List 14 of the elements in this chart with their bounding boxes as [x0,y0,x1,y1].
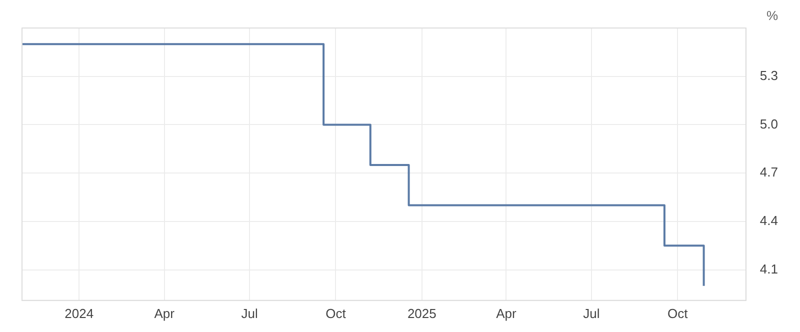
x-tick-label: Oct [667,306,688,321]
x-tick-label: Jul [241,306,258,321]
x-tick-label: Oct [326,306,346,321]
x-tick-label: Jul [583,306,600,321]
x-tick-label: Apr [496,306,517,321]
x-tick-label: 2025 [407,306,436,321]
y-tick-label: 4.4 [760,213,778,228]
y-tick-label: 5.0 [760,116,778,132]
x-tick-label: Apr [154,306,176,321]
y-tick-label: 5.3 [760,68,778,83]
y-tick-label: 4.7 [760,164,778,180]
x-tick-label: 2024 [64,306,94,321]
y-axis-title: % [766,8,778,23]
y-tick-label: 4.1 [760,261,778,276]
